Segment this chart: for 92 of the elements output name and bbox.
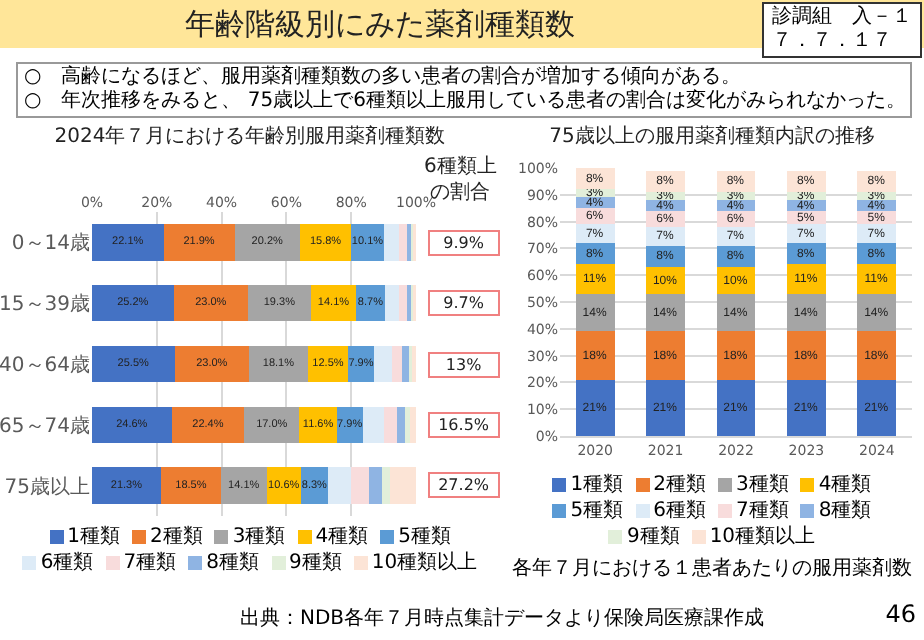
bar (575, 379, 615, 436)
bar (396, 406, 405, 444)
y-tick-label: 40～64歳 (0, 353, 90, 377)
bar (248, 284, 311, 322)
legend-label: 7種類 (736, 498, 789, 524)
text: 診調組 入－１ (772, 6, 912, 28)
bar (646, 379, 685, 436)
bar (234, 224, 300, 261)
bar (351, 467, 370, 504)
bar (857, 331, 897, 380)
bar (787, 379, 826, 436)
bar (575, 264, 615, 294)
legend-label: 4種類 (315, 524, 369, 550)
text: 16.5% (438, 416, 490, 434)
legend-label: 5種類 (570, 498, 624, 524)
bar (92, 345, 175, 383)
bar (244, 406, 300, 444)
bar (402, 345, 409, 383)
legend-label: 8種類 (818, 498, 872, 524)
y-tick-label: 75歳以上 (4, 474, 90, 499)
bar (171, 406, 245, 444)
legend-label: 10種類以上 (371, 550, 478, 576)
bar (646, 331, 685, 380)
bar (92, 406, 172, 444)
bar (716, 331, 756, 380)
text: ○ 年次推移をみると、 75歳以上で6種類以上服用している患者の割合は変化がみられなかった。 (24, 90, 906, 112)
legend-label: 8種類 (206, 550, 259, 576)
text: 年齢階級別にみた薬剤種類数 (183, 6, 577, 44)
text: 27.2% (438, 476, 490, 494)
bar (220, 467, 267, 504)
bar (787, 264, 826, 294)
bar (92, 284, 174, 322)
legend-label: 5種類 (398, 524, 451, 550)
bar (409, 406, 416, 444)
bar (300, 224, 352, 261)
legend-label: 3種類 (232, 524, 286, 550)
bar (163, 224, 235, 261)
legend-label: 6種類 (40, 550, 94, 576)
text: ○ 高齢になるほど、服用薬剤種類数の多い患者の割合が増加する傾向がある。 (24, 66, 742, 88)
bar (716, 379, 756, 436)
bar (398, 224, 407, 261)
legend-label: 9種類 (626, 524, 680, 550)
bar (384, 284, 399, 322)
legend-label: 6種類 (653, 498, 706, 524)
bar (373, 345, 392, 383)
bar (92, 224, 164, 261)
bar (575, 331, 615, 380)
bar (369, 467, 382, 504)
legend-label: 1種類 (67, 524, 120, 550)
bar (646, 293, 685, 332)
bar (787, 293, 826, 332)
y-tick-label: 15～39歳 (0, 292, 90, 317)
bar (174, 345, 250, 383)
bar (575, 293, 615, 332)
text: 9.9% (443, 234, 485, 252)
legend-label: 1種類 (570, 472, 624, 498)
bar (362, 406, 384, 444)
legend-label: 2種類 (653, 472, 706, 498)
text: 13% (445, 356, 483, 374)
legend-label: 3種類 (736, 472, 789, 498)
source-note: 出典：NDB各年７月時点集計データより保険局医療課作成 (240, 605, 765, 632)
bar (857, 379, 897, 436)
bar (92, 467, 162, 504)
bar (249, 345, 308, 383)
bar (390, 467, 416, 504)
bar (161, 467, 221, 504)
text: 各年７月における１患者あたりの服用薬剤数 (510, 555, 914, 582)
bar (383, 406, 397, 444)
bar (173, 284, 249, 322)
bar (398, 284, 407, 322)
legend-label: 10種類以上 (709, 524, 816, 550)
y-tick-label: 0～14歳 (11, 231, 90, 256)
legend-label: 9種類 (289, 550, 342, 576)
legend-label: 4種類 (818, 472, 872, 498)
chart-title: 2024年７月における年齢別服用薬剤種類数 (54, 124, 446, 148)
bar (351, 224, 384, 261)
text: ７．７．１７ (772, 30, 892, 52)
bar (857, 264, 897, 294)
y-tick-label: 65～74歳 (0, 413, 90, 438)
bar (327, 467, 352, 504)
bar (857, 293, 897, 332)
chart-title: 75歳以上の服用薬剤種類内訳の推移 (549, 124, 875, 148)
bar (299, 406, 337, 444)
bar (381, 467, 391, 504)
legend-label: 7種類 (123, 550, 177, 576)
legend-label: 2種類 (149, 524, 203, 550)
text: 46 (885, 600, 916, 628)
text: 9.7% (443, 294, 485, 312)
bar (383, 224, 399, 261)
bar (404, 406, 410, 444)
bar (787, 331, 826, 380)
bar (391, 345, 403, 383)
